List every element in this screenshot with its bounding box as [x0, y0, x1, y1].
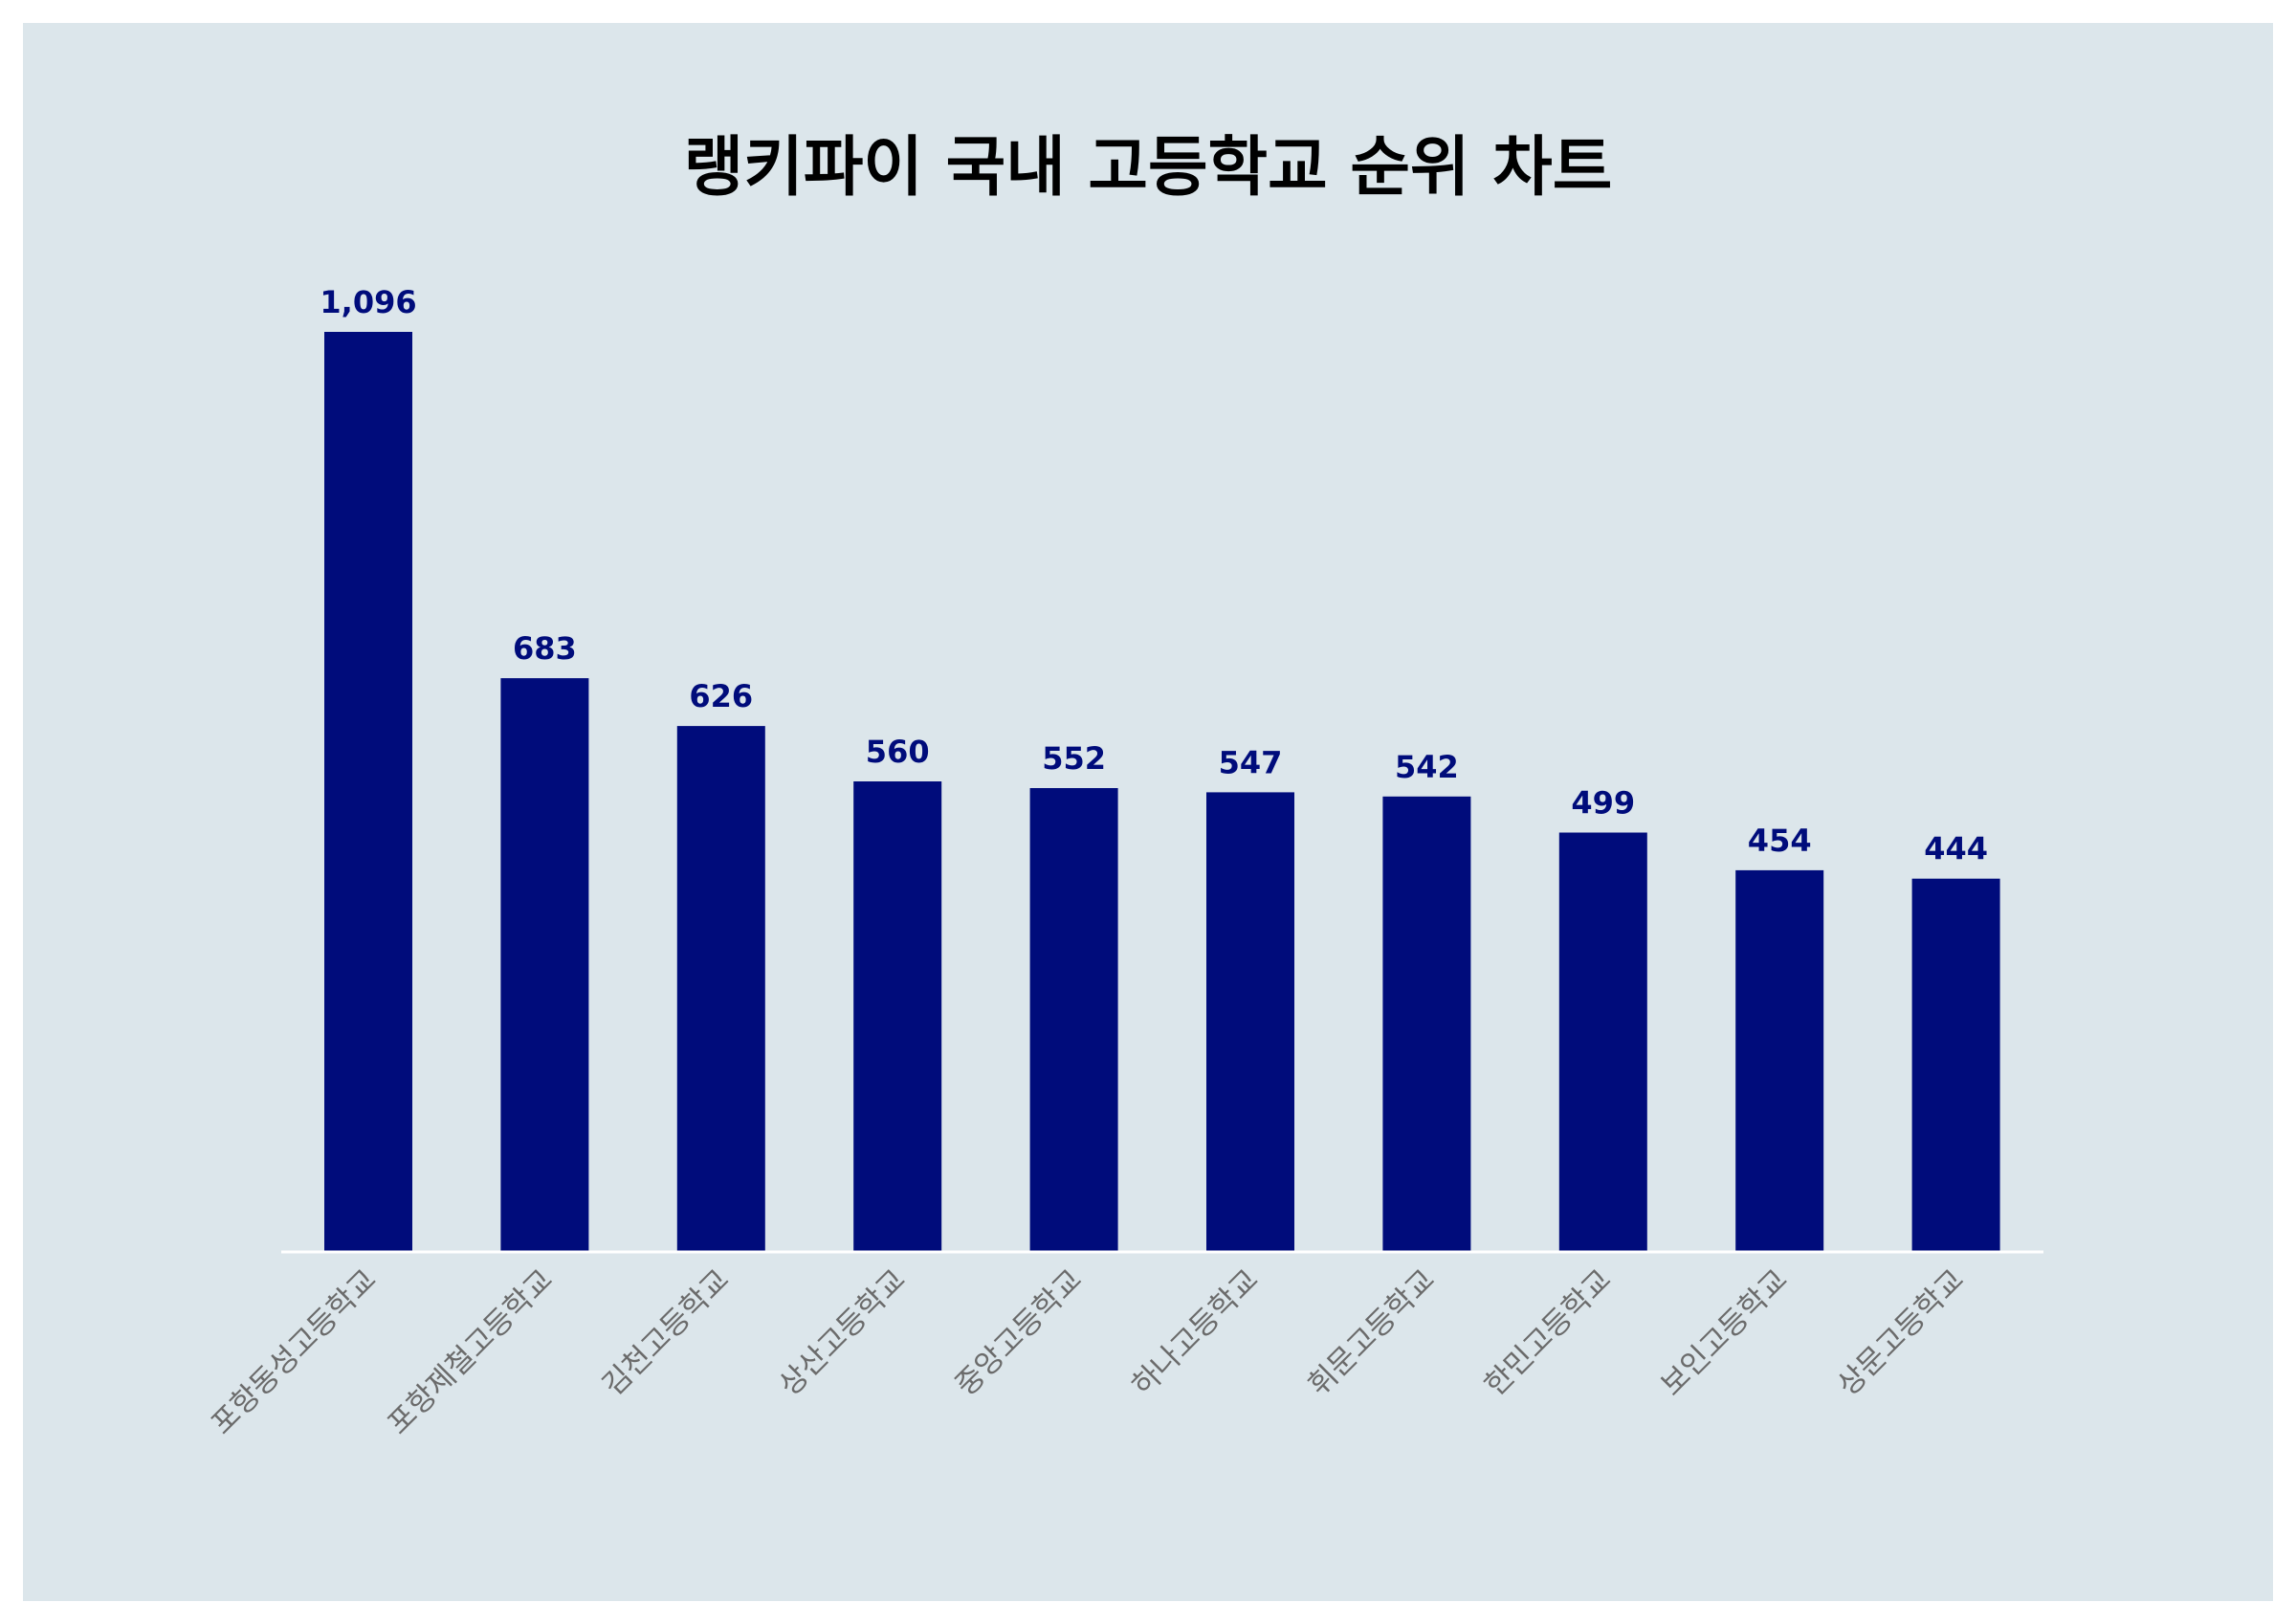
- bar-6: [1206, 792, 1294, 1251]
- value-label-8: 499: [1571, 785, 1635, 822]
- bar-2: [500, 678, 589, 1251]
- x-tick-label-7: 휘문고등학교: [1302, 1262, 1442, 1402]
- value-label-7: 542: [1395, 749, 1459, 785]
- x-tick-label-9: 보인고등학교: [1654, 1262, 1794, 1402]
- bar-chart: 1,096 683 626 560 552 547 542 499 454 444 포항동성고등학…: [205, 284, 2043, 1441]
- value-label-4: 560: [866, 734, 930, 770]
- value-labels-group: 1,096 683 626 560 552 547 542 499 454 444: [320, 284, 1988, 867]
- bar-8: [1558, 832, 1647, 1251]
- x-tick-label-8: 한민고등학교: [1478, 1262, 1618, 1402]
- value-label-6: 547: [1219, 744, 1283, 780]
- bar-7: [1382, 796, 1471, 1251]
- x-tick-label-1: 포항동성고등학교: [205, 1262, 384, 1441]
- bar-3: [676, 726, 765, 1251]
- value-label-3: 626: [689, 678, 753, 714]
- bar-9: [1735, 869, 1824, 1251]
- value-label-9: 454: [1748, 823, 1812, 859]
- bar-1: [324, 332, 412, 1251]
- bar-10: [1911, 878, 2000, 1251]
- x-tick-label-4: 상산고등학교: [772, 1262, 912, 1402]
- bar-5: [1029, 788, 1118, 1251]
- x-tick-label-6: 하나고등학교: [1125, 1262, 1265, 1402]
- x-tick-label-10: 상문고등학교: [1831, 1262, 1971, 1402]
- bar-4: [853, 781, 942, 1251]
- value-label-10: 444: [1924, 831, 1988, 867]
- value-label-5: 552: [1042, 740, 1106, 777]
- chart-title: 랭키파이 국내 고등학교 순위 차트: [683, 130, 1613, 206]
- x-tick-label-5: 중앙고등학교: [949, 1262, 1089, 1402]
- x-tick-label-2: 포항제철고등학교: [381, 1262, 560, 1441]
- value-label-1: 1,096: [320, 284, 416, 320]
- bars-group: [324, 332, 2000, 1251]
- value-label-2: 683: [513, 630, 577, 667]
- chart-panel: 랭키파이 국내 고등학교 순위 차트 1,096 683 626 560 552 547 5…: [23, 23, 2273, 1601]
- x-tick-label-3: 김천고등학교: [596, 1262, 736, 1402]
